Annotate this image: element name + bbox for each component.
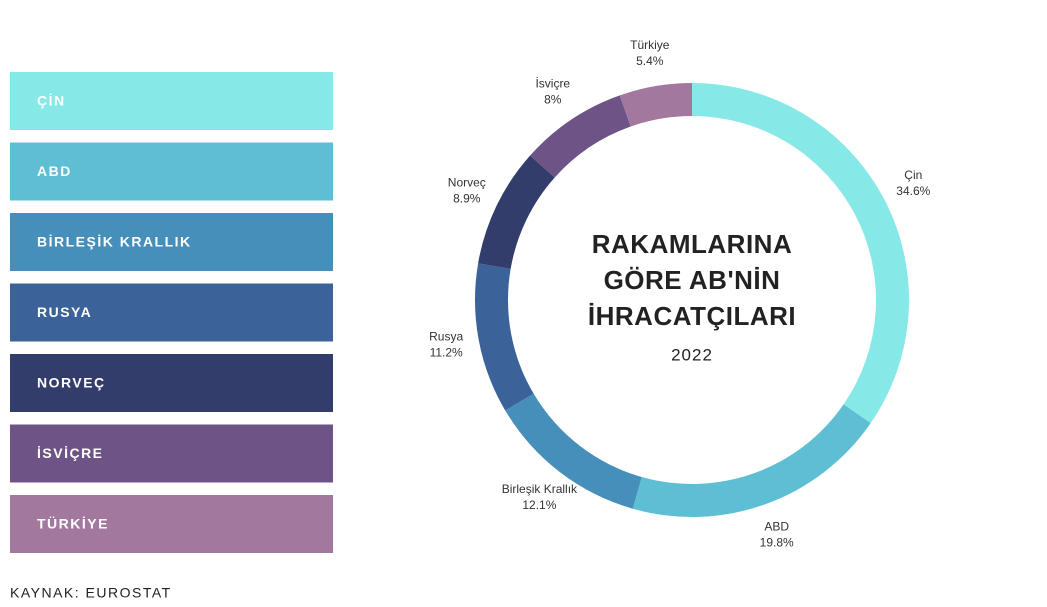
legend-label: TÜRKİYE	[37, 516, 109, 532]
legend-label: ABD	[37, 163, 72, 179]
slice-value: 5.4%	[636, 54, 664, 68]
donut-segment	[505, 393, 642, 509]
slice-label: Birleşik Krallık	[502, 482, 578, 496]
slice-label: Türkiye	[630, 38, 670, 52]
slice-label: Norveç	[448, 176, 486, 190]
legend-swatch	[10, 72, 333, 130]
legend-label: BİRLEŞİK KRALLIK	[37, 234, 192, 250]
legend-label: İSVİÇRE	[37, 445, 104, 461]
slice-label: ABD	[764, 519, 789, 533]
legend-swatch	[10, 142, 333, 201]
legend-label: NORVEÇ	[37, 375, 106, 391]
donut-segment	[632, 404, 871, 517]
chart-title: RAKAMLARINA	[592, 229, 792, 259]
chart-title: İHRACATÇILARI	[588, 301, 796, 331]
legend-swatch	[10, 213, 333, 271]
slice-value: 8.9%	[453, 192, 481, 206]
slice-value: 34.6%	[896, 184, 930, 198]
slice-value: 19.8%	[760, 535, 794, 549]
legend-swatch	[10, 354, 333, 412]
slice-label: Çin	[904, 168, 922, 182]
donut-segment	[478, 155, 555, 269]
donut-segment	[692, 83, 909, 424]
chart-subtitle: 2022	[671, 345, 713, 364]
slice-value: 8%	[544, 93, 562, 107]
donut-segment	[530, 95, 631, 178]
slice-label: İsviçre	[535, 77, 570, 91]
legend-swatch	[10, 424, 333, 483]
chart-title: GÖRE AB'NİN	[604, 265, 781, 295]
legend-label: ÇİN	[37, 93, 66, 109]
slice-label: Rusya	[429, 329, 463, 343]
legend-label: RUSYA	[37, 304, 92, 320]
donut-segment	[474, 263, 534, 411]
legend-swatch	[10, 495, 333, 553]
legend-swatch	[10, 283, 333, 342]
slice-value: 11.2%	[430, 345, 463, 359]
donut-segment	[619, 83, 692, 127]
slice-value: 12.1%	[522, 498, 556, 512]
source: KAYNAK: EUROSTAT	[10, 585, 172, 601]
